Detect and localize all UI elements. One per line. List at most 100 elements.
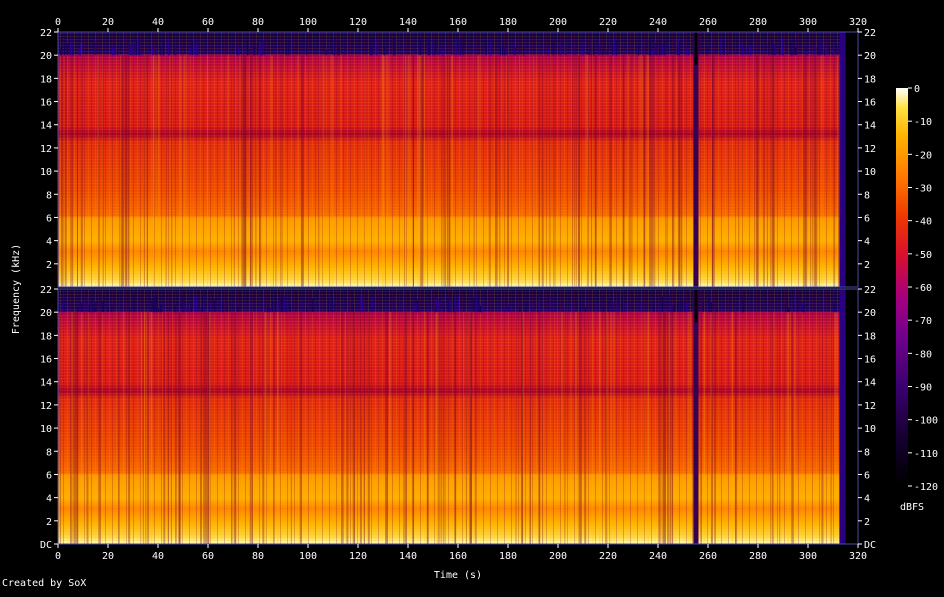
spectral-streak: [473, 55, 475, 288]
hf-noise: [481, 299, 483, 313]
spectral-streak: [663, 312, 666, 544]
hf-noise: [258, 306, 260, 313]
hf-noise: [825, 48, 827, 56]
spectral-streak: [163, 312, 166, 544]
spectral-streak: [244, 55, 247, 288]
hf-noise: [723, 39, 725, 56]
spectral-streak: [754, 55, 756, 288]
spectral-streak: [605, 312, 607, 544]
spectral-streak: [167, 312, 169, 544]
spectral-streak: [542, 312, 544, 544]
spectral-streak: [647, 312, 650, 544]
spectral-streak: [152, 55, 155, 288]
spectral-streak: [146, 312, 148, 544]
spectral-streak: [805, 55, 808, 288]
spectral-streak: [58, 55, 60, 288]
hf-noise: [289, 303, 291, 313]
hf-noise: [750, 45, 752, 56]
spectral-streak: [711, 312, 713, 544]
y-tick-label-left: 20: [40, 308, 52, 319]
spectral-streak: [628, 55, 630, 288]
spectral-streak: [341, 55, 342, 288]
x-tick-label-bottom: 260: [699, 551, 717, 562]
spectral-streak: [738, 55, 740, 288]
spectral-streak: [59, 312, 61, 544]
hf-noise: [678, 37, 680, 56]
hf-noise: [828, 46, 830, 56]
spectral-streak: [646, 55, 649, 288]
hf-noise: [160, 306, 162, 313]
spectral-streak: [171, 55, 173, 288]
hf-noise: [684, 297, 686, 313]
spectral-streak: [119, 55, 122, 288]
spectral-streak: [318, 55, 320, 288]
hf-noise: [537, 299, 539, 313]
spectral-harmonics: [58, 32, 846, 287]
hf-noise: [661, 44, 663, 56]
hf-noise: [443, 297, 445, 313]
hf-noise: [537, 295, 538, 313]
hf-noise: [572, 304, 574, 313]
hf-noise: [659, 40, 661, 56]
hf-noise: [585, 307, 587, 313]
x-tick-label-bottom: 140: [399, 551, 417, 562]
dropout-band: [693, 289, 699, 544]
spectral-streak: [763, 55, 765, 288]
spectral-streak: [424, 312, 426, 544]
fade-out: [839, 289, 846, 544]
x-tick-label-top: 40: [152, 17, 164, 28]
spectral-streak: [98, 55, 100, 288]
spectral-streak: [290, 312, 292, 544]
y-tick-label-right: 12: [864, 144, 876, 155]
colorbar: 0 -10 -20 -30 -40 -50 -60 -70 -80 -90 -100 -110 -120…: [896, 84, 938, 513]
y-tick-label-left: 6: [46, 470, 52, 481]
hf-noise: [564, 38, 566, 56]
spectral-streak: [71, 55, 74, 288]
spectral-streak: [264, 312, 267, 544]
hf-noise: [617, 294, 619, 313]
spectral-streak: [469, 312, 472, 544]
spectral-streak: [73, 312, 75, 544]
hf-noise: [685, 46, 687, 56]
hf-noise: [642, 40, 644, 56]
hf-noise: [504, 48, 506, 56]
spectral-streak: [382, 55, 384, 288]
spectral-streak: [449, 55, 451, 288]
hf-noise: [193, 298, 195, 313]
hf-noise: [662, 296, 663, 313]
hf-noise: [413, 302, 415, 313]
spectral-streak: [102, 55, 104, 288]
hf-noise: [802, 302, 804, 313]
spectral-streak: [118, 312, 119, 544]
hf-noise: [384, 45, 386, 56]
spectral-streak: [243, 55, 246, 288]
spectral-streak: [74, 312, 77, 544]
spectral-streak: [614, 312, 615, 544]
hf-noise: [168, 40, 169, 56]
spectral-streak: [300, 312, 302, 544]
spectral-streak: [815, 55, 818, 288]
spectral-streak: [250, 55, 252, 288]
y-tick-label-right: 20: [864, 51, 876, 62]
hf-noise: [486, 41, 487, 56]
spectral-streak: [385, 312, 388, 544]
spectral-streak: [144, 312, 147, 544]
hf-noise: [174, 305, 176, 313]
spectral-streak: [714, 312, 716, 544]
spectral-streak: [651, 55, 654, 288]
spectral-streak: [259, 55, 262, 288]
hf-noise: [88, 305, 90, 313]
colorbar-label: dBFS: [900, 502, 924, 513]
spectral-streak: [813, 55, 816, 288]
x-tick-label-bottom: 300: [799, 551, 817, 562]
hf-noise: [548, 47, 550, 56]
spectral-streak: [123, 55, 125, 288]
hf-noise: [794, 294, 796, 313]
hf-noise: [332, 303, 334, 313]
spectral-streak: [735, 312, 738, 544]
hf-noise: [94, 307, 96, 313]
hf-noise: [288, 41, 290, 56]
y-tick-label-left: 18: [40, 74, 52, 85]
y-tick-label-right: 4: [864, 494, 870, 505]
